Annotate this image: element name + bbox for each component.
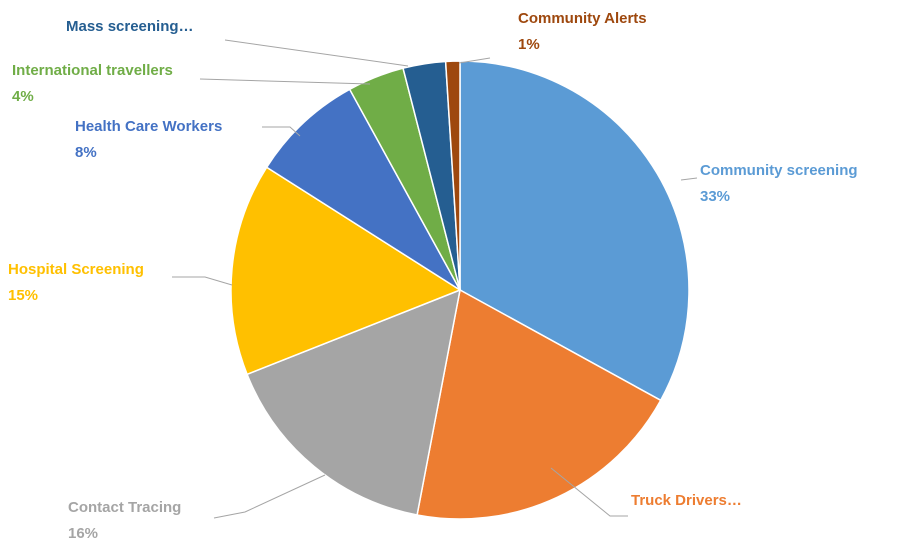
leader-line: [680, 177, 698, 181]
data-label-name: Mass screening…: [66, 18, 194, 35]
leader-line: [458, 57, 491, 64]
leader-line: [262, 126, 301, 137]
data-label-value: 8%: [75, 144, 97, 161]
data-label-name: Truck Drivers…: [631, 492, 742, 509]
data-label-value: 16%: [68, 525, 98, 541]
data-label-name: Contact Tracing: [68, 499, 181, 516]
pie-slice: [459, 60, 690, 402]
data-label-value: 1%: [518, 36, 540, 53]
data-label-name: Community screening: [700, 162, 858, 179]
pie-slice: [246, 288, 461, 516]
pie-slice: [230, 166, 462, 376]
data-label-value: 33%: [700, 188, 730, 205]
pie-slice: [416, 288, 662, 520]
data-label-name: Hospital Screening: [8, 261, 144, 278]
pie-slice: [444, 60, 461, 291]
leader-line: [199, 78, 371, 85]
data-label-name: International travellers: [12, 62, 173, 79]
leader-line: [172, 276, 233, 286]
leader-line: [224, 39, 409, 67]
data-label-value: 4%: [12, 88, 34, 105]
leader-line: [550, 467, 628, 517]
data-label-name: Community Alerts: [518, 10, 647, 27]
data-label-value: 15%: [8, 287, 38, 304]
data-label-name: Health Care Workers: [75, 118, 222, 135]
leader-line: [213, 474, 326, 519]
pie-slice: [265, 88, 461, 291]
